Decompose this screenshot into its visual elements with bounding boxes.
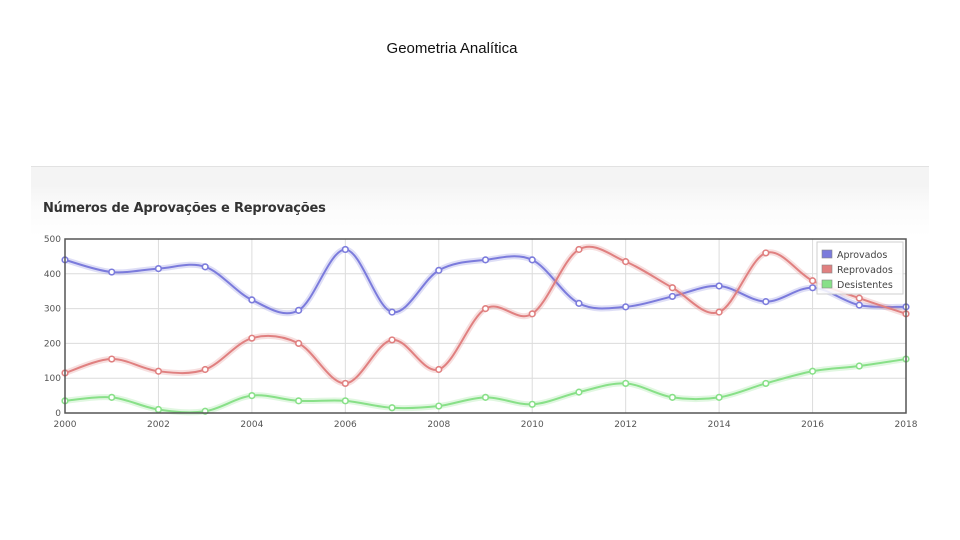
data-point-reprovados [248, 334, 256, 342]
legend-swatch [821, 249, 833, 259]
data-point-reprovados [435, 365, 443, 374]
data-point-desistentes [575, 388, 583, 396]
data-point-aprovados [154, 264, 163, 273]
data-point-reprovados [295, 339, 303, 347]
data-point-reprovados [154, 367, 163, 375]
data-point-desistentes [528, 400, 536, 408]
data-point-aprovados [481, 256, 490, 264]
data-point-desistentes [388, 404, 396, 412]
x-tick-label: 2008 [427, 420, 450, 430]
x-tick-label: 2000 [54, 420, 77, 430]
y-tick-label: 100 [44, 374, 61, 384]
x-tick-label: 2012 [614, 420, 637, 430]
legend-label: Desistentes [837, 280, 893, 291]
data-point-desistentes [154, 405, 163, 414]
chart-panel: Números de Aprovações e Reprovações 0 100… [31, 166, 929, 449]
legend-label: Reprovados [837, 265, 893, 276]
data-point-aprovados [528, 256, 536, 264]
data-point-desistentes [622, 379, 630, 388]
data-point-desistentes [435, 402, 443, 410]
data-point-reprovados [341, 379, 349, 388]
data-point-reprovados [855, 294, 863, 302]
y-tick-label: 0 [55, 409, 61, 419]
data-point-reprovados [201, 365, 209, 374]
data-point-aprovados [668, 292, 676, 301]
data-point-aprovados [622, 303, 630, 311]
data-point-reprovados [668, 284, 676, 292]
data-point-reprovados [622, 258, 630, 266]
data-point-aprovados [855, 301, 863, 309]
data-point-aprovados [435, 266, 443, 274]
legend: Aprovados Reprovados Desistentes [816, 241, 904, 295]
data-point-aprovados [295, 306, 303, 314]
y-tick-label: 200 [44, 339, 61, 349]
legend-label: Aprovados [837, 250, 887, 261]
y-tick-label: 300 [44, 305, 61, 315]
data-point-reprovados [715, 308, 723, 316]
line-chart: 0 100 200 300 400 500 2000 2002 2004 2006 2008 201… [44, 235, 918, 430]
y-tick-label: 400 [44, 270, 61, 280]
data-point-desistentes [762, 379, 770, 388]
data-point-reprovados [108, 355, 116, 363]
data-point-desistentes [715, 393, 723, 401]
x-axis-ticks: 2000 2002 2004 2006 2008 2010 2012 2014 2016 2018 [54, 420, 918, 430]
data-point-reprovados [481, 305, 490, 313]
data-point-aprovados [248, 296, 256, 304]
y-tick-label: 500 [44, 235, 61, 245]
data-point-aprovados [575, 299, 583, 307]
plot-border [64, 238, 907, 414]
data-point-aprovados [762, 298, 770, 306]
x-tick-label: 2016 [801, 420, 824, 430]
data-point-aprovados [715, 282, 723, 290]
y-axis-ticks: 0 100 200 300 400 500 [44, 235, 61, 419]
data-point-desistentes [481, 393, 490, 401]
data-point-aprovados [341, 245, 349, 254]
x-tick-label: 2002 [147, 420, 170, 430]
x-tick-label: 2018 [895, 420, 918, 430]
x-tick-label: 2006 [334, 420, 357, 430]
legend-swatch [821, 279, 833, 289]
x-tick-label: 2014 [708, 420, 731, 430]
data-point-aprovados [108, 268, 116, 276]
data-point-reprovados [388, 336, 396, 344]
data-point-desistentes [808, 367, 817, 375]
data-point-reprovados [575, 245, 583, 254]
data-point-desistentes [295, 397, 303, 405]
data-point-reprovados [762, 249, 770, 257]
data-point-desistentes [341, 397, 349, 405]
legend-swatch [821, 264, 833, 274]
data-point-desistentes [855, 362, 863, 370]
slide-title: Geometria Analítica [386, 40, 518, 57]
data-point-reprovados [808, 277, 817, 285]
x-tick-label: 2010 [521, 420, 544, 430]
data-point-desistentes [108, 393, 116, 401]
data-point-reprovados [528, 310, 536, 318]
data-point-aprovados [808, 284, 817, 292]
data-point-aprovados [201, 263, 209, 271]
data-point-desistentes [668, 393, 676, 401]
data-point-desistentes [248, 392, 256, 400]
chart-title: Números de Aprovações e Reprovações [43, 201, 326, 216]
x-tick-label: 2004 [240, 420, 263, 430]
data-point-aprovados [388, 308, 396, 316]
